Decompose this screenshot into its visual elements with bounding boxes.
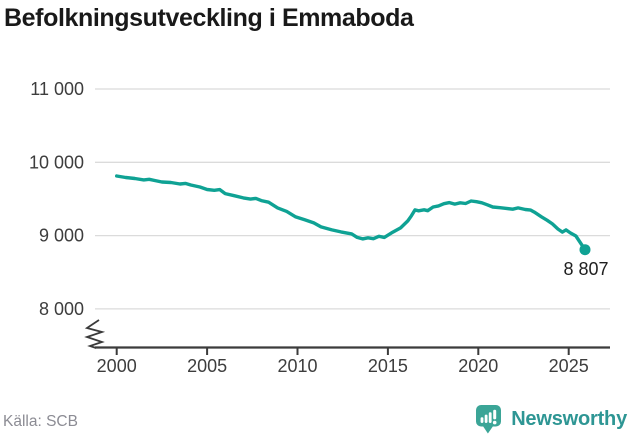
x-tick-label: 2005: [187, 356, 227, 376]
newsworthy-wordmark: Newsworthy: [511, 407, 627, 430]
x-tick-label: 2025: [549, 356, 589, 376]
x-tick-label: 2020: [458, 356, 498, 376]
chart-title: Befolkningsutveckling i Emmaboda: [4, 4, 414, 32]
x-tick-label: 2010: [277, 356, 317, 376]
source-label: Källa: SCB: [3, 413, 78, 430]
population-line: [114, 174, 587, 252]
y-tick-label: 9 000: [39, 226, 84, 246]
axis-break-icon: [84, 319, 106, 349]
speech-bubble-shape: [476, 405, 502, 434]
latest-point-marker: [579, 244, 591, 256]
y-tick-label: 10 000: [29, 152, 84, 172]
newsworthy-logo[interactable]: Newsworthy: [475, 404, 627, 434]
latest-value-label: 8 807: [563, 259, 608, 279]
y-tick-label: 11 000: [30, 79, 84, 99]
bars-and-exclamation-glyph: [480, 409, 497, 425]
y-tick-label: 8 000: [39, 299, 84, 319]
x-tick-label: 2015: [368, 356, 408, 376]
x-tick-label: 2000: [97, 356, 137, 376]
bar-chart-speech-bubble-icon: [476, 405, 502, 434]
